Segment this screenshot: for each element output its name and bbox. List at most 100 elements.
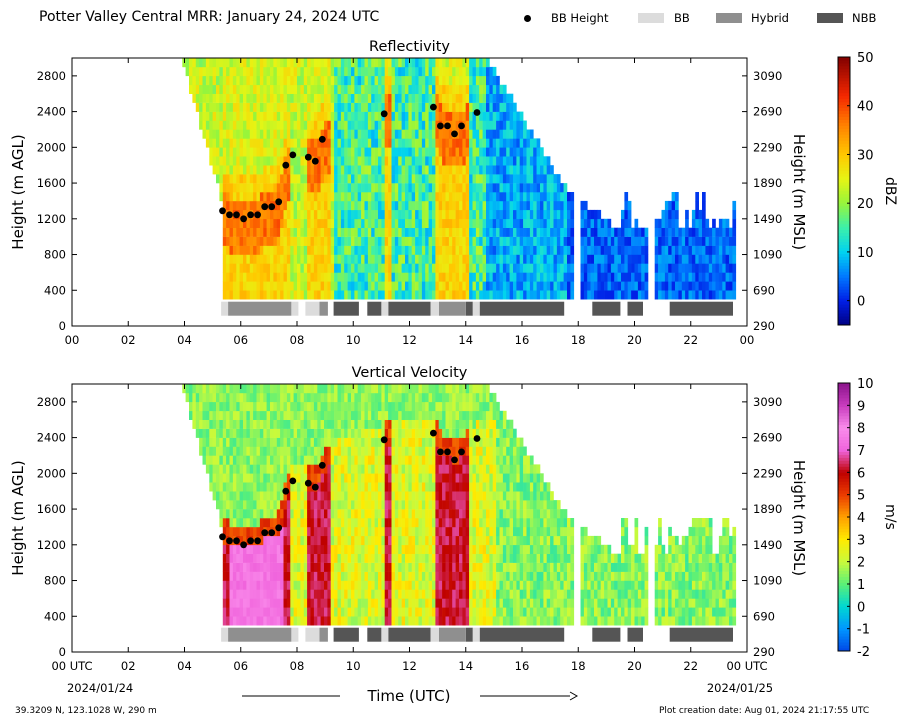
heatmap-cell	[232, 464, 237, 474]
heatmap-cell	[313, 446, 318, 456]
heatmap-cell	[367, 401, 372, 412]
heatmap-cell	[445, 192, 450, 202]
heatmap-cell	[300, 544, 305, 554]
heatmap-cell	[212, 93, 217, 103]
heatmap-cell	[384, 93, 389, 103]
heatmap-cell	[337, 209, 342, 220]
heatmap-cell	[232, 509, 237, 519]
heatmap-cell	[654, 272, 659, 282]
heatmap-cell	[222, 464, 227, 474]
heatmap-cell	[273, 553, 278, 563]
heatmap-cell	[202, 75, 207, 86]
heatmap-cell	[283, 562, 288, 572]
heatmap-cell	[445, 84, 450, 94]
heatmap-cell	[199, 111, 203, 121]
bb-height-point	[437, 122, 444, 130]
heatmap-cell	[324, 571, 328, 581]
heatmap-cell	[280, 580, 284, 590]
heatmap-cell	[310, 464, 315, 474]
heatmap-cell	[482, 183, 487, 193]
heatmap-cell	[219, 174, 224, 184]
heatmap-cell	[354, 455, 359, 465]
heatmap-cell	[270, 165, 274, 175]
heatmap-cell	[445, 156, 450, 166]
heatmap-cell	[239, 598, 244, 608]
heatmap-cell	[621, 263, 625, 273]
classification-segment	[367, 301, 382, 316]
heatmap-cell	[374, 535, 379, 546]
heatmap-cell	[229, 58, 234, 68]
heatmap-cell	[283, 500, 288, 510]
heatmap-cell	[472, 75, 477, 86]
heatmap-cell	[280, 410, 284, 420]
heatmap-cell	[415, 183, 419, 193]
heatmap-cell	[313, 111, 318, 121]
heatmap-cell	[205, 129, 210, 139]
heatmap-cell	[293, 535, 298, 546]
heatmap-cell	[475, 245, 480, 255]
heatmap-cell	[324, 120, 328, 130]
heatmap-cell	[540, 200, 544, 211]
heatmap-cell	[567, 236, 571, 246]
heatmap-cell	[290, 290, 294, 300]
heatmap-cell	[550, 209, 554, 220]
heatmap-cell	[256, 120, 261, 130]
heatmap-cell	[361, 138, 365, 148]
heatmap-cell	[243, 419, 247, 429]
heatmap-cell	[297, 580, 301, 590]
heatmap-cell	[202, 410, 207, 420]
heatmap-cell	[688, 236, 693, 246]
heatmap-cell	[411, 553, 416, 563]
heatmap-cell	[688, 254, 693, 264]
colorbar-segment	[838, 265, 850, 269]
heatmap-cell	[462, 245, 467, 255]
heatmap-cell	[523, 147, 527, 157]
heatmap-cell	[344, 263, 348, 273]
heatmap-cell	[479, 174, 483, 184]
heatmap-cell	[381, 580, 386, 590]
heatmap-cell	[418, 102, 423, 112]
heatmap-cell	[691, 236, 696, 246]
heatmap-cell	[381, 473, 386, 483]
heatmap-cell	[293, 401, 298, 412]
heatmap-cell	[263, 254, 267, 264]
heatmap-cell	[276, 263, 281, 273]
heatmap-cell	[394, 616, 399, 626]
heatmap-cell	[243, 580, 247, 590]
heatmap-cell	[344, 272, 348, 282]
heatmap-cell	[307, 428, 311, 438]
heatmap-cell	[361, 518, 365, 528]
heatmap-cell	[374, 192, 379, 202]
heatmap-cell	[253, 254, 257, 264]
heatmap-cell	[506, 236, 510, 246]
heatmap-cell	[401, 598, 406, 608]
heatmap-cell	[374, 500, 379, 510]
heatmap-cell	[384, 272, 389, 282]
heatmap-cell	[428, 183, 433, 193]
heatmap-cell	[320, 446, 325, 456]
heatmap-cell	[388, 580, 392, 590]
heatmap-cell	[205, 446, 210, 456]
heatmap-cell	[550, 281, 554, 291]
heatmap-cell	[334, 218, 338, 228]
heatmap-cell	[334, 455, 338, 465]
heatmap-cell	[438, 263, 443, 273]
heatmap-cell	[357, 535, 362, 546]
heatmap-cell	[729, 227, 733, 237]
heatmap-cell	[469, 227, 473, 237]
heatmap-cell	[388, 58, 392, 68]
heatmap-cell	[280, 93, 284, 103]
heatmap-cell	[256, 589, 261, 599]
heatmap-cell	[442, 281, 446, 291]
heatmap-cell	[303, 616, 308, 626]
heatmap-cell	[388, 526, 392, 537]
heatmap-cell	[361, 589, 365, 599]
heatmap-cell	[378, 562, 382, 572]
heatmap-cell	[243, 509, 247, 519]
heatmap-cell	[448, 245, 453, 255]
bb-height-point	[311, 157, 319, 165]
heatmap-cell	[340, 437, 345, 447]
heatmap-cell	[226, 571, 230, 581]
heatmap-cell	[391, 482, 396, 492]
heatmap-cell	[529, 147, 534, 157]
